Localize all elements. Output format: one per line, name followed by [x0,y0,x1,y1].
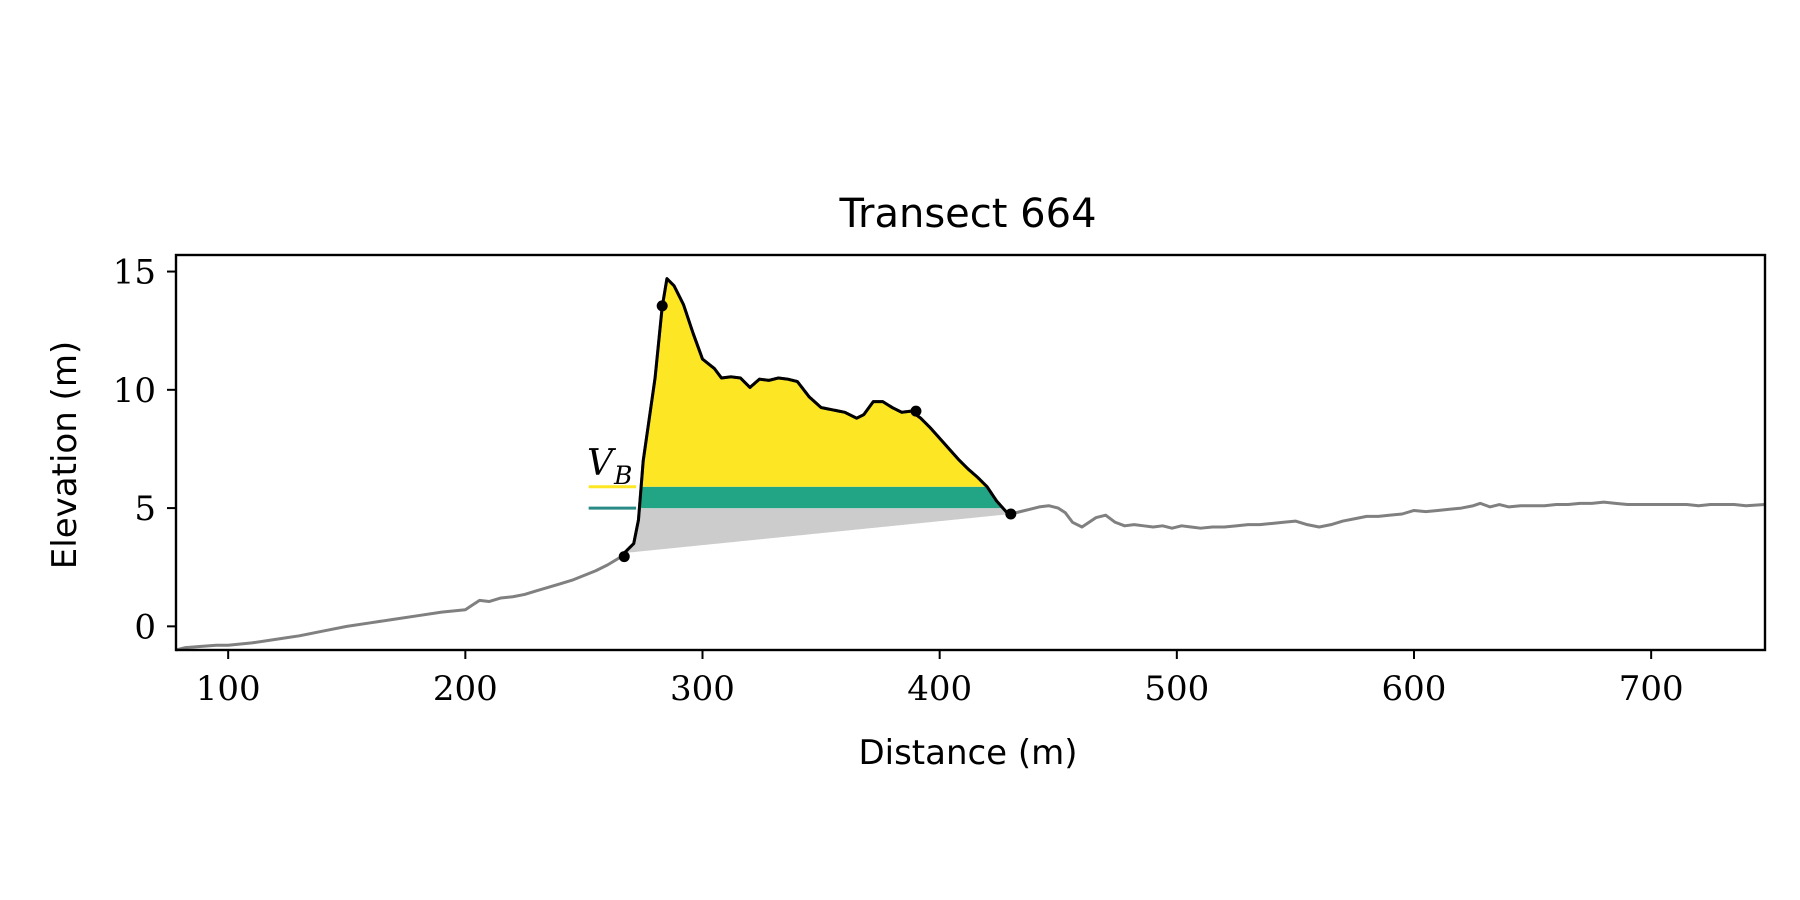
x-tick-label: 400 [907,669,972,709]
y-axis-label: Elevation (m) [45,341,85,569]
y-tick-label: 0 [134,607,156,647]
vb-annotation-label: VB [587,443,632,490]
y-tick-label: 15 [113,253,156,293]
x-tick-label: 100 [196,669,261,709]
x-axis-ticks: 100 200 300 400 500 600 700 [196,650,1684,709]
profile-point-2 [656,300,668,312]
x-tick-label: 200 [433,669,498,709]
vb-annotation-subscript: B [613,461,632,490]
y-tick-label: 10 [113,371,156,411]
x-tick-label: 500 [1144,669,1209,709]
y-tick-label: 5 [134,489,156,529]
base-volume-fill [624,508,1011,553]
profile-point-3 [910,405,922,417]
vb-annotation-main: V [587,443,617,484]
reference-band-fill [639,486,1003,509]
profile-point-4 [1005,508,1017,520]
y-axis-ticks: 0 5 10 15 [113,253,176,647]
chart-title: Transect 664 [838,191,1096,237]
dune-outline [623,277,1012,555]
profile-point-1 [618,551,630,563]
x-tick-label: 300 [670,669,735,709]
vb-volume-fill [641,278,987,487]
x-tick-label: 700 [1619,669,1684,709]
plot-frame [174,253,1767,652]
x-tick-label: 600 [1382,669,1447,709]
plot-layer [175,277,1766,652]
x-axis-label: Distance (m) [858,733,1077,773]
